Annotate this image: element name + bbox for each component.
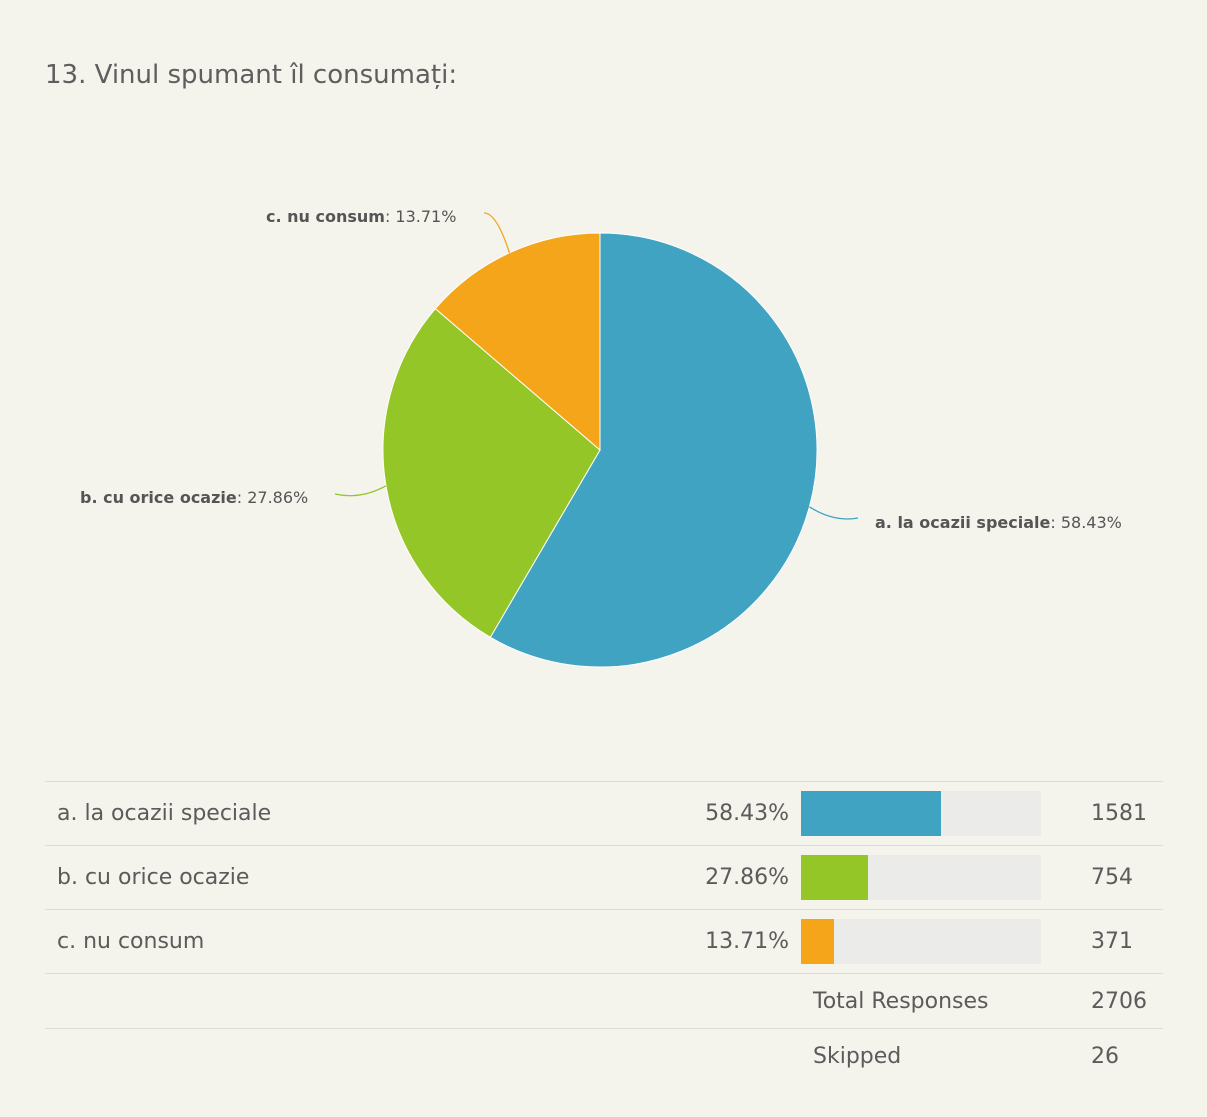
bar-fill: [801, 855, 868, 900]
total-value: 2706: [1041, 973, 1163, 1029]
table-row: b. cu orice ocazie 27.86% 754: [45, 845, 1163, 910]
bar-fill: [801, 791, 942, 836]
bar-track: [801, 919, 1041, 964]
label-connector: [809, 506, 859, 520]
skipped-row: Skipped 26: [45, 1028, 1163, 1083]
slice-label-name: b. cu orice ocazie: [80, 488, 237, 507]
pie-slice: [382, 307, 601, 638]
row-bar: [801, 781, 1041, 846]
row-count: 754: [1041, 845, 1163, 910]
bar-track: [801, 791, 1041, 836]
slice-label-value: : 13.71%: [385, 207, 456, 226]
slice-label-name: c. nu consum: [266, 207, 385, 226]
label-connector: [334, 485, 387, 497]
row-percent: 58.43%: [677, 781, 801, 846]
label-connector: [483, 212, 511, 254]
table-row: a. la ocazii speciale 58.43% 1581: [45, 781, 1163, 846]
row-percent: 27.86%: [677, 845, 801, 910]
bar-track: [801, 855, 1041, 900]
page-title: 13. Vinul spumant îl consumați:: [45, 60, 458, 90]
total-label: Total Responses: [801, 973, 1041, 1029]
row-bar: [801, 909, 1041, 974]
row-count: 371: [1041, 909, 1163, 974]
skipped-label: Skipped: [801, 1028, 1041, 1083]
pie-slice: [434, 232, 601, 452]
slice-label: b. cu orice ocazie: 27.86%: [80, 488, 308, 507]
bar-fill: [801, 919, 834, 964]
skipped-value: 26: [1041, 1028, 1163, 1083]
slice-label: a. la ocazii speciale: 58.43%: [875, 513, 1122, 532]
table-row: c. nu consum 13.71% 371: [45, 909, 1163, 974]
total-row: Total Responses 2706: [45, 973, 1163, 1029]
row-label: a. la ocazii speciale: [45, 781, 677, 846]
row-count: 1581: [1041, 781, 1163, 846]
slice-label-value: : 27.86%: [237, 488, 308, 507]
slice-label-name: a. la ocazii speciale: [875, 513, 1051, 532]
slice-label: c. nu consum: 13.71%: [266, 207, 456, 226]
row-label: c. nu consum: [45, 909, 677, 974]
pie-chart: a. la ocazii speciale: 58.43% b. cu orice…: [80, 207, 1122, 668]
row-label: b. cu orice ocazie: [45, 845, 677, 910]
row-percent: 13.71%: [677, 909, 801, 974]
row-bar: [801, 845, 1041, 910]
results-table: a. la ocazii speciale 58.43% 1581 b. cu …: [45, 781, 1163, 1083]
pie-slice: [489, 232, 818, 668]
slice-label-value: : 58.43%: [1050, 513, 1121, 532]
